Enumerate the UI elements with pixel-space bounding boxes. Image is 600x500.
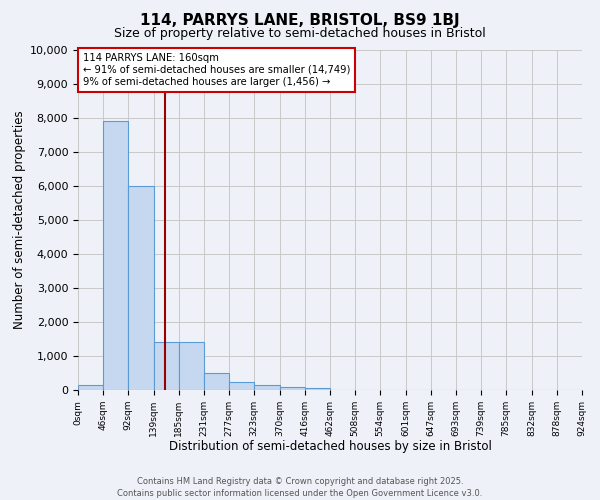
Bar <box>103 122 128 390</box>
Text: 114, PARRYS LANE, BRISTOL, BS9 1BJ: 114, PARRYS LANE, BRISTOL, BS9 1BJ <box>140 12 460 28</box>
Bar <box>78 385 103 390</box>
Bar <box>128 186 154 390</box>
Text: 114 PARRYS LANE: 160sqm
← 91% of semi-detached houses are smaller (14,749)
9% of: 114 PARRYS LANE: 160sqm ← 91% of semi-de… <box>83 54 350 86</box>
Bar <box>254 385 280 390</box>
Y-axis label: Number of semi-detached properties: Number of semi-detached properties <box>13 110 26 330</box>
Bar <box>280 386 305 390</box>
X-axis label: Distribution of semi-detached houses by size in Bristol: Distribution of semi-detached houses by … <box>169 440 491 454</box>
Bar <box>204 373 229 390</box>
Text: Contains HM Land Registry data © Crown copyright and database right 2025.
Contai: Contains HM Land Registry data © Crown c… <box>118 476 482 498</box>
Bar <box>229 382 254 390</box>
Bar <box>154 342 179 390</box>
Text: Size of property relative to semi-detached houses in Bristol: Size of property relative to semi-detach… <box>114 28 486 40</box>
Bar <box>179 342 204 390</box>
Bar <box>305 388 330 390</box>
